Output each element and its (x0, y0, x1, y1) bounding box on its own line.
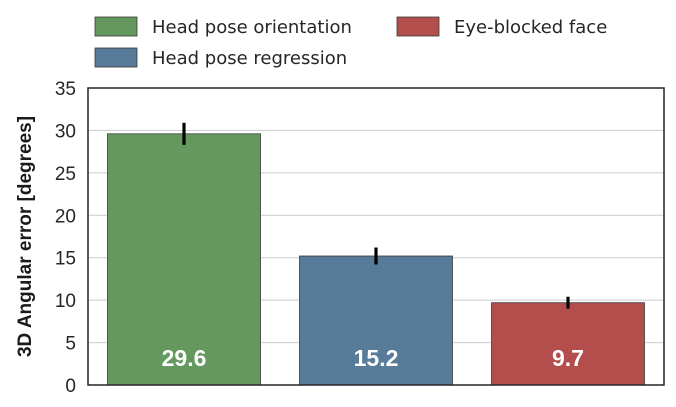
legend-label-3: Eye-blocked face (454, 17, 607, 38)
data-label-2: 15.2 (354, 345, 399, 371)
legend-swatch-3 (396, 16, 440, 37)
error-bars (182, 122, 570, 309)
y-axis-label: 3D Angular error [degrees] (15, 116, 36, 357)
y-tick-label: 35 (55, 79, 76, 100)
bar-2 (299, 255, 453, 386)
data-label-1: 29.6 (162, 345, 207, 371)
legend-label-1: Head pose orientation (152, 17, 352, 38)
y-tick-label: 20 (55, 206, 76, 227)
data-labels: 29.6 15.2 9.7 (162, 345, 584, 371)
bars (107, 133, 645, 386)
y-tick-label: 0 (65, 376, 76, 397)
y-axis-ticks: 0 5 10 15 20 25 30 35 (55, 79, 76, 397)
bar-3 (491, 302, 645, 386)
legend-swatch-1 (94, 16, 138, 37)
y-tick-label: 25 (55, 164, 76, 185)
legend-label-2: Head pose regression (152, 48, 347, 69)
legend: Head pose orientation Head pose regressio… (94, 16, 607, 69)
y-tick-label: 15 (55, 249, 76, 270)
legend-swatch-2 (94, 47, 138, 68)
y-tick-label: 10 (55, 291, 76, 312)
bar-1 (107, 133, 261, 386)
data-label-3: 9.7 (552, 345, 584, 371)
plot-frame (87, 87, 665, 386)
y-tick-label: 30 (55, 121, 76, 142)
y-tick-label: 5 (65, 334, 76, 355)
